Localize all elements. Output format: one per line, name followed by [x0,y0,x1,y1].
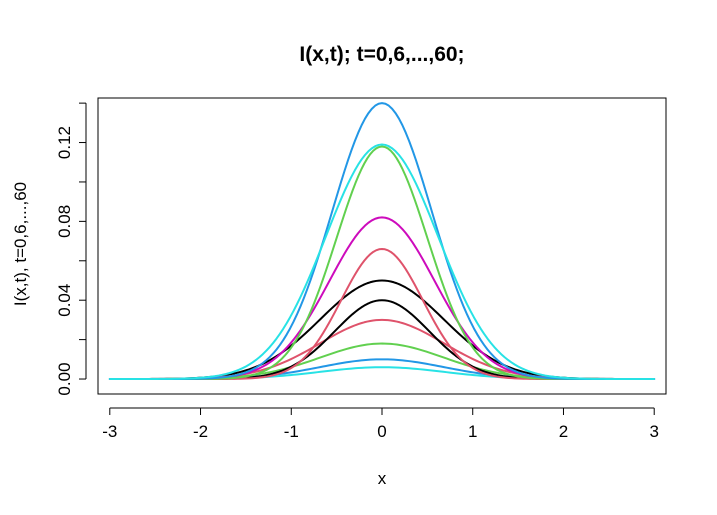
x-tick-label: 3 [649,422,658,441]
series-line-1 [145,279,619,380]
y-axis: 0.00 0.04 0.08 0.12 [55,102,87,396]
x-axis-label: x [378,469,387,488]
series-line-3 [145,342,619,380]
y-tick-label: 0.04 [55,284,74,317]
x-tick-label: 0 [377,422,386,441]
x-tick-label: -3 [102,422,117,441]
y-tick-label: 0.00 [55,362,74,395]
chart-title: I(x,t); t=0,6,...,60; [299,43,464,66]
x-axis: -3 -2 -1 0 1 2 3 [102,407,659,441]
x-tick-label: 2 [559,422,568,441]
y-tick-label: 0.08 [55,205,74,238]
series-line-11 [108,143,656,381]
series-layer [108,102,656,381]
x-tick-label: -2 [193,422,208,441]
x-tick-label: -1 [284,422,299,441]
y-tick-label: 0.12 [55,126,74,159]
plot-frame [97,97,667,395]
y-axis-label: I(x,t), t=0,6,...,60 [11,182,30,306]
series-line-6 [108,216,656,381]
series-line-2 [145,318,619,380]
x-tick-label: 1 [468,422,477,441]
series-line-9 [145,145,619,381]
